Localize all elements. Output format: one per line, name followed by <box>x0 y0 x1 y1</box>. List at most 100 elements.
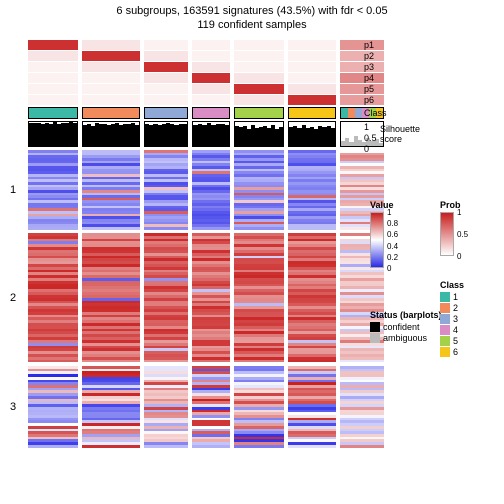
heatmap-cell <box>144 360 188 363</box>
heatmap-column <box>234 150 284 230</box>
track-cell <box>234 40 284 50</box>
status-label: ambiguous <box>383 333 427 343</box>
heatmap-column <box>288 366 336 448</box>
silhouette-column <box>234 121 284 147</box>
silhouette-label: Silhouette score <box>380 124 420 144</box>
heatmap-cell <box>28 227 78 230</box>
track-cell <box>144 84 188 94</box>
class-band-label: Class <box>364 108 387 118</box>
track-cell <box>82 73 140 83</box>
track-cell <box>144 62 188 72</box>
track-cell <box>192 62 230 72</box>
class-segment <box>82 107 140 119</box>
heatmap-column <box>144 366 188 448</box>
heatmap-cell <box>192 445 230 448</box>
status-label: confident <box>383 322 420 332</box>
sil-tick: 1 <box>364 122 369 132</box>
track-cell <box>144 95 188 105</box>
heatmap-cell <box>28 360 78 363</box>
prob-track-label: p3 <box>364 62 374 72</box>
prob-gradient <box>440 212 454 256</box>
value-tick: 0.2 <box>387 253 398 262</box>
track-cell <box>192 95 230 105</box>
heatmap-block-label: 3 <box>10 401 16 413</box>
track-cell <box>144 40 188 50</box>
class-segment <box>28 107 78 119</box>
silhouette-bars <box>28 121 360 147</box>
heatmap-cell <box>28 445 78 448</box>
value-tick: 0.4 <box>387 242 398 251</box>
silhouette-bar <box>331 128 335 146</box>
heatmap-cell <box>192 227 230 230</box>
silhouette-column <box>28 121 78 147</box>
track-cell <box>234 62 284 72</box>
heatmap-block-label: 1 <box>10 184 16 196</box>
heatmap-cell <box>340 360 384 363</box>
prob-track-label: p4 <box>364 73 374 83</box>
heatmap-cell <box>144 227 188 230</box>
heatmap-column <box>340 366 384 448</box>
class-swatch <box>440 303 450 313</box>
silhouette-bar <box>135 125 139 146</box>
prob-tick: 0 <box>457 252 461 261</box>
track-cell <box>340 62 384 72</box>
track-cell <box>82 84 140 94</box>
track-cell <box>234 51 284 61</box>
track-cell <box>288 51 336 61</box>
class-segment <box>234 107 284 119</box>
heatmap-column <box>82 233 140 363</box>
sil-tick: 0 <box>364 144 369 154</box>
track-cell <box>28 95 78 105</box>
prob-track-p2 <box>28 51 360 61</box>
track-cell <box>234 73 284 83</box>
prob-track-p4 <box>28 73 360 83</box>
class-legend-item: 6 <box>440 347 464 357</box>
heatmap-column <box>28 150 78 230</box>
class-label: 5 <box>453 336 458 346</box>
prob-track-p5 <box>28 84 360 94</box>
prob-track-p3 <box>28 62 360 72</box>
class-swatch <box>440 325 450 335</box>
heatmap-column <box>144 150 188 230</box>
status-legend-title: Status (barplots) <box>370 310 442 320</box>
status-swatch <box>370 322 380 332</box>
heatmap-cell <box>234 360 284 363</box>
silhouette-column <box>82 121 140 147</box>
heatmap-cell <box>82 227 140 230</box>
track-cell <box>288 84 336 94</box>
heatmap-column <box>288 150 336 230</box>
silhouette-bar <box>73 123 77 146</box>
class-label: 6 <box>453 347 458 357</box>
status-items: confidentambiguous <box>370 322 442 343</box>
heatmap-block-label: 2 <box>10 292 16 304</box>
heatmap-cell <box>144 445 188 448</box>
sil-tick: 0.5 <box>364 133 377 143</box>
heatmap-cell <box>288 360 336 363</box>
heatmap: 123 <box>28 150 360 448</box>
track-cell <box>288 40 336 50</box>
heatmap-block-1: 1 <box>28 150 360 230</box>
track-cell <box>82 62 140 72</box>
probability-tracks: p1p2p3p4p5p6 <box>28 40 360 105</box>
heatmap-column <box>234 233 284 363</box>
heatmap-column <box>192 366 230 448</box>
track-cell <box>82 51 140 61</box>
track-cell <box>28 40 78 50</box>
status-legend: Status (barplots) confidentambiguous <box>370 310 442 344</box>
heatmap-cell <box>288 445 336 448</box>
heatmap-block-3: 3 <box>28 366 360 448</box>
heatmap-column <box>192 150 230 230</box>
value-tick: 0.6 <box>387 230 398 239</box>
class-swatch <box>440 314 450 324</box>
heatmap-cell <box>288 227 336 230</box>
class-legend-title: Class <box>440 280 464 290</box>
heatmap-column <box>234 366 284 448</box>
track-cell <box>192 73 230 83</box>
class-legend-item: 5 <box>440 336 464 346</box>
track-cell <box>340 84 384 94</box>
heatmap-column <box>82 150 140 230</box>
prob-track-label: p1 <box>364 40 374 50</box>
track-cell <box>192 84 230 94</box>
silhouette-column <box>144 121 188 147</box>
track-cell <box>82 40 140 50</box>
